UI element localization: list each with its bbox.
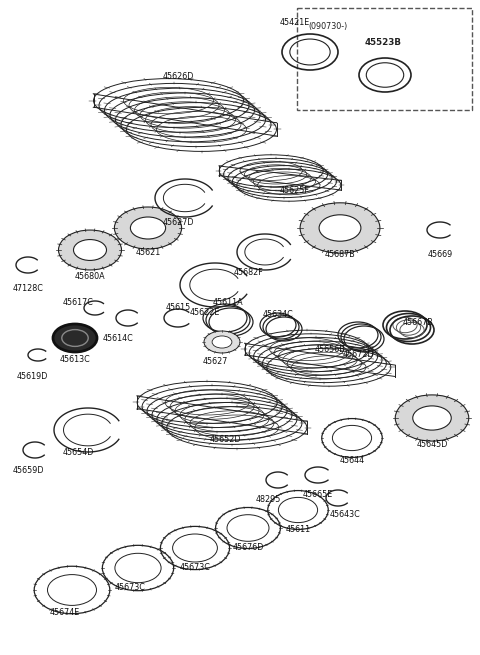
Text: 45615: 45615 [166,303,191,312]
Text: 45656B: 45656B [314,345,346,354]
Ellipse shape [413,406,451,430]
Text: 45622E: 45622E [190,308,220,317]
Text: 45680A: 45680A [75,272,105,281]
Ellipse shape [319,215,361,241]
Text: 45626D: 45626D [162,72,194,81]
Text: 45673C: 45673C [115,583,145,592]
Text: 45676D: 45676D [232,543,264,552]
Text: 45611A: 45611A [213,298,243,307]
Text: 45652D: 45652D [209,435,241,444]
Text: 45665E: 45665E [303,490,333,499]
Text: 45634C: 45634C [263,310,293,319]
Text: 48295: 48295 [255,495,281,504]
Text: 47128C: 47128C [12,284,43,293]
Text: 45617C: 45617C [62,298,94,307]
Text: 45421E: 45421E [280,18,310,27]
Text: 45621: 45621 [135,248,161,257]
Text: 45611: 45611 [286,525,311,534]
Text: (090730-): (090730-) [308,22,347,31]
Text: 45627: 45627 [202,357,228,366]
Text: 45613C: 45613C [60,355,90,364]
Text: 45627D: 45627D [162,218,194,227]
Text: 45673C: 45673C [180,563,210,572]
Ellipse shape [62,329,88,346]
Ellipse shape [131,217,166,239]
Text: 45687B: 45687B [324,250,355,259]
Ellipse shape [395,395,469,441]
Text: 45669: 45669 [427,250,453,259]
Text: 45643C: 45643C [330,510,360,519]
Ellipse shape [59,230,121,270]
Text: 45654D: 45654D [62,448,94,457]
Text: 45672D: 45672D [342,350,374,359]
Ellipse shape [114,207,181,249]
Text: 45659D: 45659D [12,466,44,475]
Text: 45674E: 45674E [50,608,80,617]
Text: 45645D: 45645D [416,440,448,449]
Ellipse shape [300,203,380,253]
Text: 45667B: 45667B [403,318,433,327]
Text: 45625F: 45625F [280,186,310,195]
Ellipse shape [204,331,240,353]
Text: 45644: 45644 [339,456,365,465]
Ellipse shape [212,336,232,348]
Text: 45614C: 45614C [103,334,133,343]
Bar [297,8,472,110]
Text: 45682F: 45682F [233,268,263,277]
Text: 45523B: 45523B [365,38,402,47]
Text: 45619D: 45619D [16,372,48,381]
Ellipse shape [53,324,97,352]
Ellipse shape [73,240,107,261]
